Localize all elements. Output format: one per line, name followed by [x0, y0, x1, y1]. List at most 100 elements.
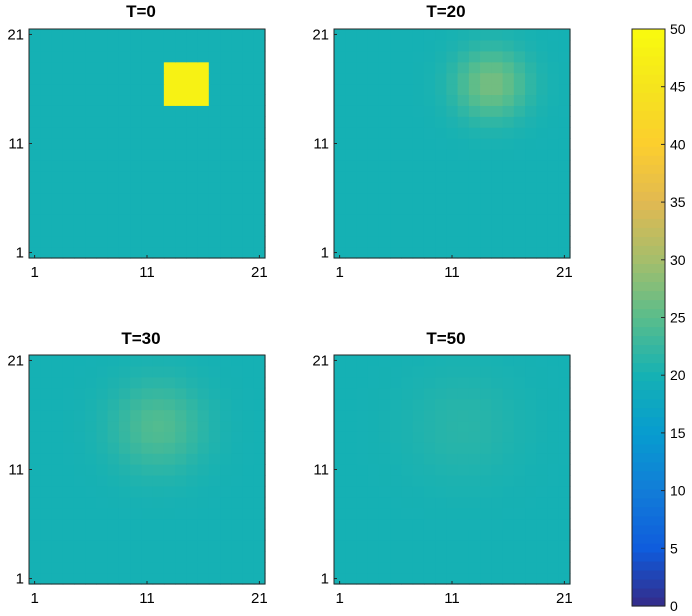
heatmap-cell: [175, 507, 187, 520]
colorbar-band: [632, 137, 665, 147]
colorbar-band: [632, 47, 665, 57]
heatmap-cell: [141, 116, 154, 128]
heatmap-cell: [51, 83, 64, 96]
heatmap-cell: [62, 474, 75, 487]
heatmap-cell: [378, 442, 391, 454]
heatmap-cell: [51, 431, 64, 443]
heatmap-cell: [525, 181, 537, 194]
heatmap-cell: [390, 474, 403, 487]
heatmap-cell: [558, 518, 571, 531]
heatmap-cell: [85, 518, 98, 531]
heatmap-cell: [242, 431, 255, 443]
heatmap-cell: [378, 170, 391, 183]
heatmap-cell: [367, 507, 380, 520]
colorbar-band: [632, 83, 665, 93]
heatmap-cell: [435, 496, 447, 509]
heatmap-cell: [513, 409, 526, 422]
heatmap-cell: [96, 376, 109, 389]
heatmap-cell: [231, 540, 244, 552]
heatmap-cell: [547, 420, 560, 432]
heatmap-cell: [130, 540, 142, 552]
heatmap-cell: [513, 138, 526, 150]
heatmap-cell: [513, 474, 526, 487]
heatmap-cell: [73, 39, 86, 52]
heatmap-cell: [85, 398, 98, 411]
heatmap-cell: [85, 61, 98, 74]
heatmap-cell: [480, 442, 492, 454]
heatmap-cell: [85, 29, 98, 41]
heatmap-cell: [175, 214, 187, 226]
heatmap-cell: [40, 61, 53, 74]
heatmap-cell: [513, 442, 526, 454]
heatmap-cell: [253, 464, 266, 476]
heatmap-cell: [536, 518, 549, 531]
heatmap-cell: [401, 464, 414, 476]
heatmap-cell: [547, 181, 560, 194]
heatmap-cell: [253, 170, 266, 183]
heatmap-cell: [513, 464, 526, 476]
heatmap-cell: [197, 138, 210, 150]
heatmap-cell: [390, 50, 403, 63]
heatmap-cell: [130, 94, 142, 106]
heatmap-cell: [186, 464, 199, 476]
heatmap-cell: [96, 105, 109, 117]
heatmap-cell: [96, 474, 109, 487]
heatmap-cell: [334, 247, 346, 259]
heatmap-cell: [208, 474, 221, 487]
heatmap-cell: [423, 192, 436, 205]
heatmap-cell: [345, 83, 358, 96]
heatmap-cell: [62, 225, 75, 237]
heatmap-cell: [253, 116, 266, 128]
heatmap-cell: [423, 39, 436, 52]
heatmap-cell: [96, 236, 109, 248]
heatmap-cell: [73, 116, 86, 128]
heatmap-cell: [96, 192, 109, 205]
heatmap-cell: [334, 159, 346, 172]
heatmap-cell: [73, 159, 86, 172]
heatmap-cell: [378, 159, 391, 172]
heatmap-cell: [208, 214, 221, 226]
heatmap-cell: [423, 453, 436, 465]
heatmap-cell: [446, 551, 459, 563]
heatmap-cell: [96, 507, 109, 520]
heatmap-cell: [40, 105, 53, 117]
heatmap-cell: [62, 61, 75, 74]
heatmap-cell: [85, 387, 98, 400]
heatmap-cell: [107, 94, 120, 106]
heatmap-cell: [130, 562, 142, 574]
heatmap-cell: [390, 453, 403, 465]
colorbar-band: [632, 92, 665, 102]
heatmap-cell: [118, 365, 131, 378]
heatmap-cell: [468, 138, 481, 150]
heatmap-cell: [186, 573, 199, 585]
heatmap-cell: [468, 225, 481, 237]
heatmap-cell: [163, 442, 176, 454]
heatmap-cell: [378, 562, 391, 574]
heatmap-cell: [468, 50, 481, 63]
heatmap-cell: [231, 214, 244, 226]
heatmap-cell: [390, 225, 403, 237]
heatmap-cell: [85, 420, 98, 432]
heatmap-cell: [130, 365, 142, 378]
heatmap-cell: [62, 148, 75, 161]
heatmap-cell: [525, 485, 537, 498]
heatmap-cell: [231, 83, 244, 96]
colorbar-band: [632, 281, 665, 292]
heatmap-cell: [390, 138, 403, 150]
heatmap-cell: [107, 181, 120, 194]
x-tick-label: 21: [251, 264, 268, 281]
heatmap-cell: [356, 442, 369, 454]
heatmap-cell: [423, 485, 436, 498]
heatmap-cell: [40, 573, 53, 585]
heatmap-cell: [51, 247, 64, 259]
colorbar-band: [632, 461, 665, 472]
heatmap-cell: [73, 83, 86, 96]
heatmap-cell: [242, 159, 255, 172]
heatmap-cell: [231, 518, 244, 531]
heatmap-cell: [130, 159, 142, 172]
heatmap-cell: [208, 485, 221, 498]
heatmap-cell: [468, 562, 481, 574]
heatmap-cell: [208, 105, 221, 117]
heatmap-cell: [208, 355, 221, 367]
heatmap-cell: [186, 127, 199, 139]
